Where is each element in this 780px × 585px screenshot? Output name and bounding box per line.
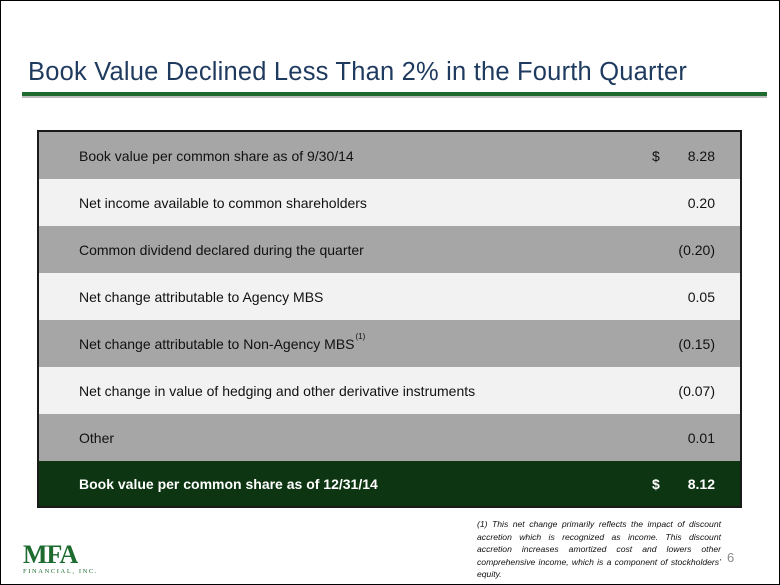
row-label: Net change in value of hedging and other… [79,382,476,399]
footnote-text: (1) This net change primarily reflects t… [477,519,721,579]
slide-title: Book Value Declined Less Than 2% in the … [28,58,688,86]
table-row: Book value per common share as of 9/30/1… [39,132,740,179]
table-row: Common dividend declared during the quar… [39,226,740,273]
table-row: Net change attributable to Non-Agency MB… [39,320,740,367]
row-value: 0.05 [687,288,715,305]
row-currency: $ [652,147,660,164]
row-label-wrap: Net change attributable to Non-Agency MB… [79,332,365,352]
row-label: Net change attributable to Agency MBS [79,288,324,305]
row-label: Book value per common share as of 9/30/1… [79,147,354,164]
row-value: (0.07) [678,382,715,399]
row-value: (0.20) [678,241,715,258]
row-value: 0.20 [687,194,715,211]
table-row: Net change attributable to Agency MBS 0.… [39,273,740,320]
logo-subtitle: FINANCIAL, INC. [23,568,99,575]
row-value: (0.15) [678,335,715,352]
table-row: Other 0.01 [39,414,740,461]
row-value: 0.01 [687,429,715,446]
company-logo: MFA FINANCIAL, INC. [23,542,105,578]
logo-mark: MFA [23,540,78,569]
row-label: Net income available to common sharehold… [79,194,367,211]
table-row: Net income available to common sharehold… [39,179,740,226]
row-label: Net change attributable to Non-Agency MB… [79,335,355,352]
total-value: 8.12 [687,475,715,492]
title-underline [22,92,767,96]
row-label: Other [79,429,115,446]
total-currency: $ [652,475,660,492]
total-row: Book value per common share as of 12/31/… [39,461,740,506]
row-value: 8.28 [687,147,715,164]
table-row: Net change in value of hedging and other… [39,367,740,414]
footnote-marker: (1) [355,331,366,341]
page-number: 6 [727,550,735,565]
title-underline-shadow [22,96,767,98]
total-label: Book value per common share as of 12/31/… [79,475,378,492]
book-value-table: Book value per common share as of 9/30/1… [37,130,742,508]
row-label: Common dividend declared during the quar… [79,241,364,258]
